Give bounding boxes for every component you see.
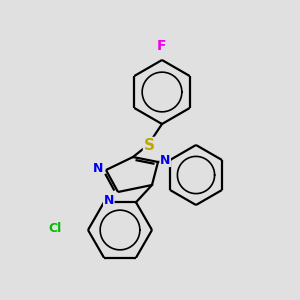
Text: S: S — [143, 137, 155, 152]
Text: N: N — [103, 194, 114, 207]
Text: N: N — [93, 163, 103, 176]
Text: N: N — [160, 154, 170, 166]
Text: Cl: Cl — [49, 221, 62, 235]
Text: F: F — [157, 39, 167, 53]
